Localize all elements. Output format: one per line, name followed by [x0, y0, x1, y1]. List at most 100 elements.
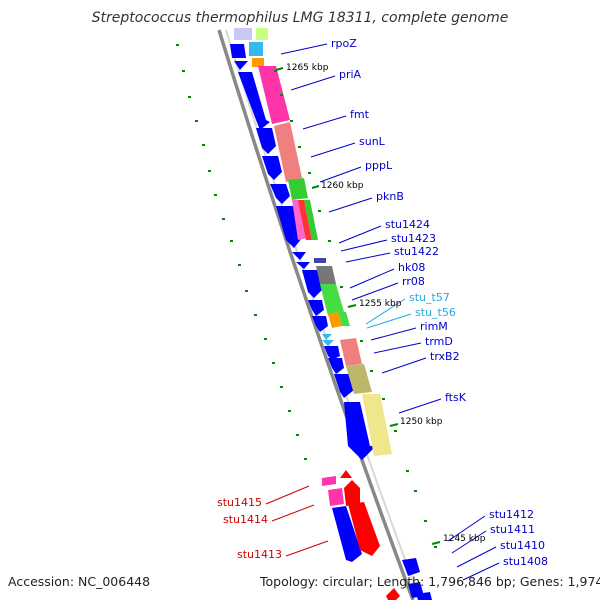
gene-label-stu1412: stu1412 [489, 508, 534, 521]
gene-label-stu1415: stu1415 [217, 496, 262, 509]
feature-block-green2-rr08 [338, 312, 350, 326]
outer-tick-dots [274, 70, 437, 548]
gene-label-ftsk: ftsK [445, 391, 467, 404]
gene-label-rimm: rimM [420, 320, 448, 333]
cds-arrow-stu1408 [402, 558, 420, 576]
inner-tick-dots [176, 44, 307, 460]
cds-arrow-rpoz-a [230, 44, 246, 58]
leader-line-stu-t57 [365, 298, 406, 325]
leader-line-pppl [319, 166, 362, 183]
kbp-label-1245-kbp: 1245 kbp [443, 534, 486, 544]
gene-label-stu1422: stu1422 [394, 245, 439, 258]
genome-title: Streptococcus thermophilus LMG 18311, co… [91, 10, 509, 26]
feature-block-pink-sunl [274, 122, 302, 182]
gene-label-stu1414: stu1414 [223, 513, 268, 526]
gene-label-stu1408: stu1408 [503, 555, 548, 568]
kbp-tick-1255-kbp [347, 304, 357, 308]
feature-block-pink-trmd [340, 338, 362, 366]
feature-block-yellow-ftsk [362, 394, 392, 456]
leader-line-hk08 [349, 268, 395, 289]
cds-arrow-red-stu1414 [344, 480, 360, 506]
leader-line-ftsk [398, 398, 442, 414]
feature-block-green-rr08 [320, 284, 344, 316]
gene-label-pppl: pppL [365, 159, 393, 172]
gene-labels: rpoZpriAfmtsunLpppLpknBstu1424stu1423stu… [217, 37, 548, 568]
feature-block-green-pknb [304, 200, 318, 240]
leader-line-pknb [328, 197, 373, 213]
cds-arrow-hk08 [302, 270, 322, 298]
feature-block-orange [252, 58, 264, 67]
cds-arrow-fmt [256, 128, 276, 154]
gene-label-pknb: pknB [376, 190, 404, 203]
gene-label-trmd: trmD [425, 335, 453, 348]
gene-label-rr08: rr08 [402, 275, 425, 288]
gene-label-hk08: hk08 [398, 261, 425, 274]
cds-arrow-red-bottom [386, 588, 400, 600]
leader-line-rr08 [351, 282, 399, 301]
kbp-tick-1265-kbp [275, 67, 284, 71]
feature-block-magenta-stu1415 [322, 476, 336, 486]
leader-line-stu1424 [338, 225, 382, 244]
cds-arrow-pppl [270, 184, 290, 204]
label-leader-lines [265, 43, 500, 581]
gene-label-stu-t57: stu_t57 [409, 291, 450, 304]
cds-arrow-stu1413 [332, 506, 362, 562]
feature-block-cyan [249, 42, 263, 56]
feature-block-khaki-trxb2 [346, 364, 372, 394]
gene-label-fmt: fmt [350, 108, 370, 121]
kbp-tick-1245-kbp [431, 541, 441, 545]
kbp-label-1260-kbp: 1260 kbp [321, 181, 364, 191]
cds-arrow-stu1423 [296, 262, 310, 269]
cds-arrow-bottom-b [416, 592, 432, 600]
cds-arrow-ftsk [344, 402, 376, 460]
kbp-tick-1260-kbp [311, 185, 320, 189]
gene-label-rpoz: rpoZ [331, 37, 357, 50]
gene-label-trxb2: trxB2 [430, 350, 460, 363]
leader-line-sunl [310, 142, 356, 158]
trna-arrow-stu-t56 [322, 340, 334, 346]
leader-line-stu1415 [265, 485, 310, 505]
gene-label-stu-t56: stu_t56 [415, 306, 456, 319]
feature-block-stu1422 [314, 258, 326, 263]
cds-arrow-trmd [328, 358, 344, 374]
leader-line-stu-t56 [366, 313, 412, 329]
leader-line-stu1411 [451, 530, 487, 554]
cds-arrow-stu1424 [292, 252, 306, 260]
cds-arrow-rr08 [308, 300, 324, 316]
leader-line-stu1410 [456, 546, 497, 568]
leader-line-stu1412 [447, 515, 486, 542]
leader-line-fmt [302, 115, 347, 130]
feature-block-top-lavender [234, 28, 252, 40]
gene-label-stu1413: stu1413 [237, 548, 282, 561]
kbp-tick-labels: 1265 kbp 1260 kbp 1255 kbp 1250 kbp 1245 kbp [275, 63, 486, 545]
cds-arrow-rr08-b [312, 316, 328, 332]
feature-block-green-pppl [288, 178, 308, 200]
gene-label-stu1424: stu1424 [385, 218, 430, 231]
feature-block-magenta-stu1414 [328, 488, 344, 506]
backbone-outer [217, 29, 415, 600]
accession-label: Accession: NC_006448 [8, 574, 151, 589]
feature-block-gray-hk08 [316, 266, 336, 284]
cds-arrow-red-stu1413 [348, 502, 380, 556]
kbp-tick-1250-kbp [389, 423, 399, 427]
leader-line-rpoz [280, 43, 328, 55]
gene-label-pria: priA [339, 68, 362, 81]
leader-line-stu1423 [340, 239, 388, 252]
kbp-label-1265-kbp: 1265 kbp [286, 63, 329, 73]
leader-line-trxb2 [381, 357, 427, 374]
kbp-label-1250-kbp: 1250 kbp [400, 417, 443, 427]
leader-line-pria [290, 75, 336, 91]
feature-block-orange-rr08 [328, 312, 342, 328]
cds-arrow-trxb2 [334, 374, 354, 398]
cds-arrow-pria [238, 72, 270, 130]
trna-arrow-stu-t57 [322, 334, 332, 340]
leader-line-stu1408 [462, 562, 500, 581]
feature-block-magenta-pria [258, 66, 290, 124]
leader-line-stu1422 [345, 252, 391, 263]
topology-label: Topology: circular; Length: 1,796,846 bp… [260, 574, 600, 589]
cds-arrow-sunl [262, 156, 282, 180]
leader-line-trmd [373, 342, 422, 354]
feature-block-top-lime [256, 28, 268, 40]
cds-arrow-red-stu1415 [340, 470, 352, 478]
